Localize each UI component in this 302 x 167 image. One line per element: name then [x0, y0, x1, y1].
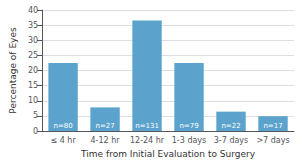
svg-text:Percentage of Eyes: Percentage of Eyes: [8, 27, 18, 114]
svg-text:n=131: n=131: [135, 122, 159, 130]
svg-text:25: 25: [28, 51, 38, 60]
svg-text:0: 0: [33, 127, 38, 136]
svg-text:35: 35: [28, 21, 38, 30]
svg-text:20: 20: [28, 66, 38, 75]
svg-text:15: 15: [28, 81, 38, 90]
svg-text:30: 30: [28, 36, 38, 45]
svg-text:1-3 days: 1-3 days: [172, 136, 207, 145]
svg-text:n=79: n=79: [179, 122, 198, 130]
svg-text:n=17: n=17: [263, 122, 282, 130]
svg-text:5: 5: [33, 111, 38, 120]
svg-text:n=27: n=27: [95, 122, 114, 130]
svg-text:40: 40: [28, 6, 38, 15]
svg-text:12-24 hr: 12-24 hr: [130, 136, 165, 145]
svg-text:10: 10: [28, 96, 38, 105]
svg-text:n=80: n=80: [53, 122, 72, 130]
svg-text:3-7 days: 3-7 days: [214, 136, 249, 145]
svg-text:>7 days: >7 days: [256, 136, 289, 145]
svg-text:n=22: n=22: [221, 122, 240, 130]
svg-text:Time from Initial Evaluation t: Time from Initial Evaluation to Surgery: [80, 149, 256, 159]
svg-text:4-12 hr: 4-12 hr: [91, 136, 121, 145]
svg-text:≤ 4 hr: ≤ 4 hr: [50, 136, 76, 145]
